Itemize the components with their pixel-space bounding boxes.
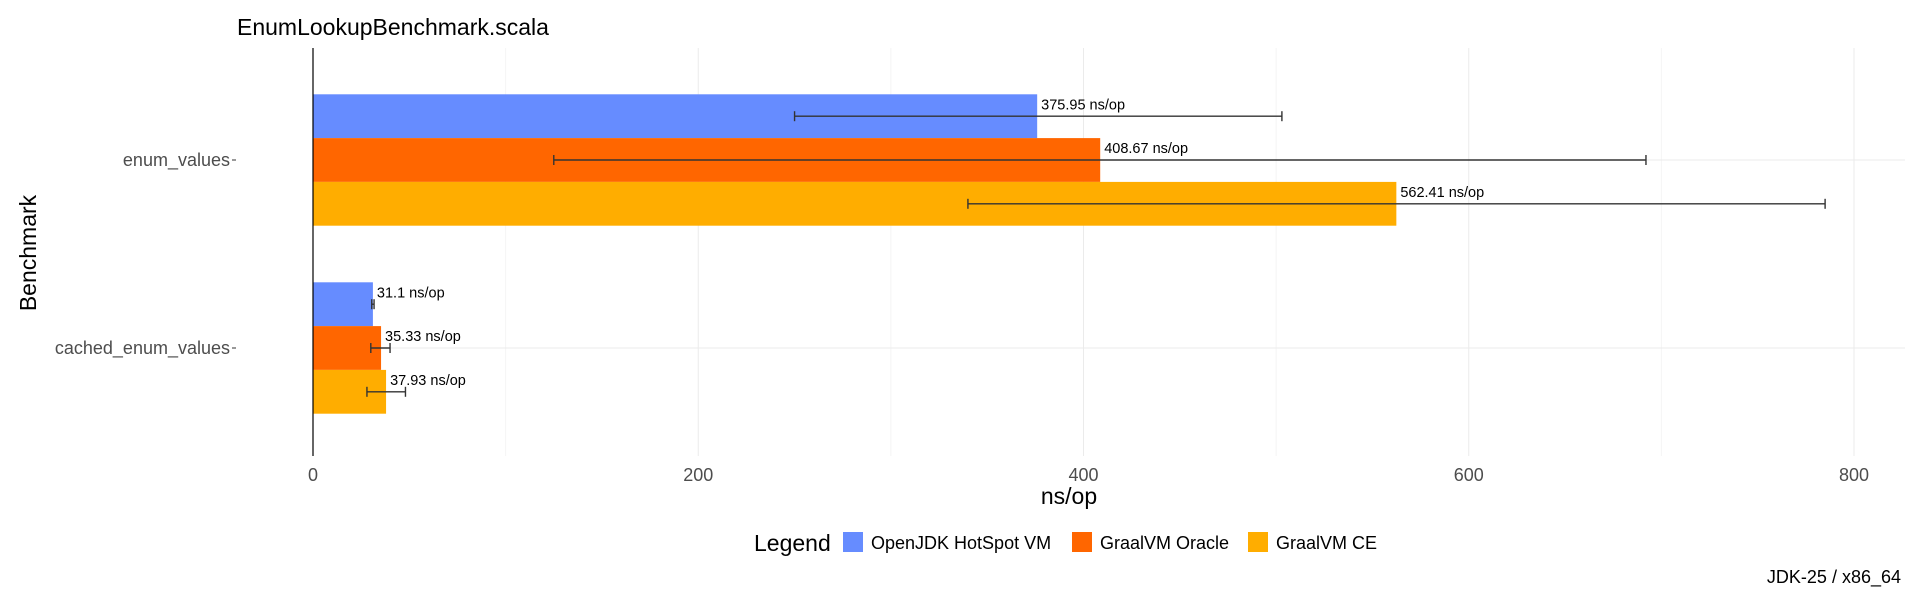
error-bar — [370, 343, 391, 353]
error-bar — [967, 198, 1826, 209]
error-bar — [793, 111, 1283, 122]
error-bar — [366, 386, 407, 397]
chart-title: EnumLookupBenchmark.scala — [237, 14, 549, 40]
legend-key — [843, 532, 863, 552]
x-tick-label: 800 — [1839, 465, 1869, 485]
bar-cached_enum_values-0 — [313, 282, 373, 327]
x-tick-labels: 0 200 400 600 800 — [308, 465, 1869, 485]
legend-label: GraalVM CE — [1276, 533, 1377, 553]
legend-key — [1072, 532, 1092, 552]
data-labels: 375.95 ns/op 408.67 ns/op 562.41 ns/op 31.1… — [377, 97, 1484, 389]
error-bar — [553, 155, 1647, 165]
data-label: 375.95 ns/op — [1041, 97, 1125, 113]
x-axis-title: ns/op — [1041, 483, 1097, 509]
data-label: 37.93 ns/op — [390, 373, 466, 389]
bar-series — [313, 94, 1397, 414]
legend-title: Legend — [754, 530, 831, 556]
x-tick-label: 400 — [1068, 465, 1098, 485]
error-bar — [371, 299, 375, 310]
category-label: cached_enum_values — [55, 338, 230, 359]
data-label: 562.41 ns/op — [1400, 185, 1484, 201]
data-label: 31.1 ns/op — [377, 285, 445, 301]
y-category-labels: enum_values cached_enum_values — [55, 150, 236, 359]
chart-caption: JDK-25 / x86_64 — [1767, 567, 1901, 588]
legend-label: GraalVM Oracle — [1100, 533, 1229, 553]
data-label: 408.67 ns/op — [1104, 141, 1188, 157]
y-axis-title: Benchmark — [15, 194, 41, 311]
data-label: 35.33 ns/op — [385, 329, 461, 345]
x-tick-label: 200 — [683, 465, 713, 485]
bar-cached_enum_values-1 — [313, 326, 382, 370]
legend-key — [1248, 532, 1268, 552]
category-label: enum_values — [123, 150, 230, 171]
x-tick-label: 0 — [308, 465, 318, 485]
legend: Legend OpenJDK HotSpot VM GraalVM Oracle G… — [754, 530, 1377, 556]
legend-label: OpenJDK HotSpot VM — [871, 533, 1051, 553]
error-bars — [366, 111, 1826, 397]
x-tick-label: 600 — [1454, 465, 1484, 485]
